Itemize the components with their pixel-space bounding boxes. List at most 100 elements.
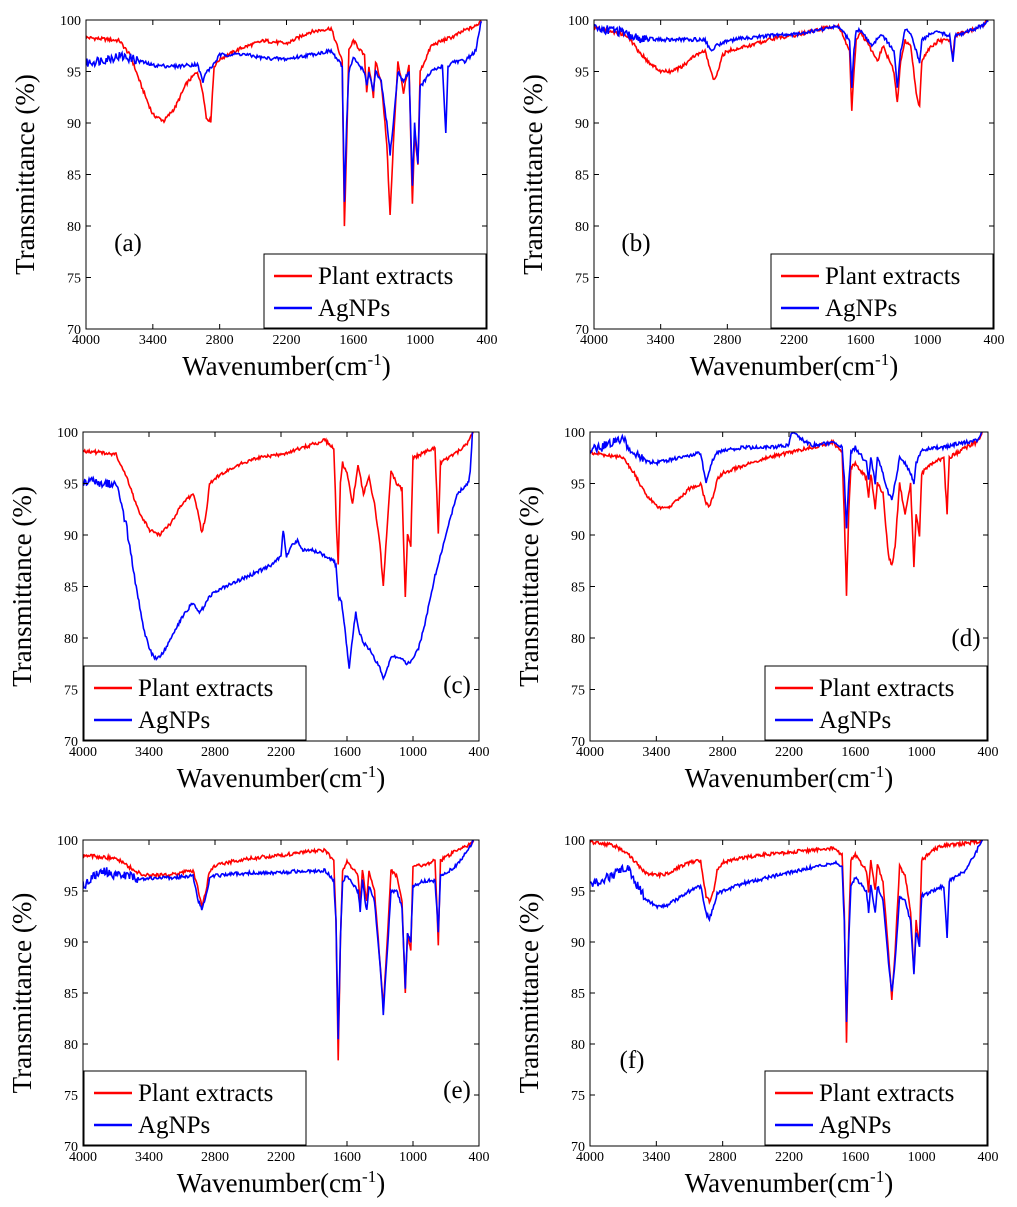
x-tick-label: 2200 — [780, 333, 808, 348]
y-tick-label: 80 — [571, 1038, 585, 1053]
x-axis-label: Wavenumber(cm-1) — [685, 762, 893, 793]
x-tick-label: 4000 — [580, 333, 608, 348]
y-axis-label: Transmittance (%) — [10, 74, 40, 275]
panel-c: 4000 3400 2800 2200 1600 1000 400 70 75 80 85 90 95 1… — [7, 426, 490, 793]
y-tick-label: 100 — [564, 834, 585, 849]
y-tick-label: 90 — [571, 529, 585, 544]
y-tick-label: 80 — [67, 220, 81, 235]
y-tick-label: 80 — [64, 632, 78, 647]
x-tick-label: 2800 — [206, 333, 234, 348]
series-line-agnps — [590, 840, 984, 1023]
y-tick-label: 85 — [575, 169, 589, 184]
y-tick-label: 70 — [571, 735, 585, 750]
x-tick-label: 2800 — [709, 745, 737, 760]
x-tick-label: 400 — [978, 1150, 999, 1165]
y-tick-label: 80 — [575, 220, 589, 235]
y-tick-label: 100 — [564, 426, 585, 441]
legend-label-plant-extracts: Plant extracts — [825, 263, 960, 290]
x-tick-label: 2200 — [775, 745, 803, 760]
y-tick-label: 90 — [64, 529, 78, 544]
x-tick-label: 1600 — [339, 333, 367, 348]
y-tick-label: 95 — [571, 478, 585, 493]
y-tick-label: 75 — [67, 272, 81, 287]
series-line-agnps — [594, 20, 989, 88]
y-tick-label: 80 — [571, 632, 585, 647]
y-tick-label: 95 — [64, 885, 78, 900]
y-tick-label: 85 — [571, 581, 585, 596]
y-tick-label: 70 — [64, 1140, 78, 1155]
y-axis-label: Transmittance (%) — [7, 893, 37, 1094]
panel-b: 4000 3400 2800 2200 1600 1000 400 70 75 80 85 90 95 1… — [518, 14, 1005, 381]
series-line-plant-extracts — [83, 432, 474, 598]
y-tick-label: 85 — [571, 987, 585, 1002]
legend-label-agnps: AgNPs — [138, 707, 210, 734]
panel-label: (d) — [951, 625, 980, 652]
x-tick-label: 1000 — [908, 1150, 936, 1165]
y-tick-label: 95 — [64, 478, 78, 493]
y-axis-label: Transmittance (%) — [518, 74, 548, 275]
y-tick-label: 100 — [57, 426, 78, 441]
legend: Plant extracts AgNPs — [770, 253, 994, 329]
legend-label-agnps: AgNPs — [819, 707, 891, 734]
x-tick-label: 4000 — [69, 745, 97, 760]
legend: Plant extracts AgNPs — [764, 1070, 988, 1146]
legend-label-plant-extracts: Plant extracts — [819, 1080, 954, 1107]
x-tick-label: 1000 — [908, 745, 936, 760]
y-tick-label: 75 — [64, 684, 78, 699]
plot-area — [594, 20, 989, 111]
x-axis-label: Wavenumber(cm-1) — [690, 350, 898, 381]
series-line-plant-extracts — [590, 432, 983, 596]
legend-box — [764, 1070, 988, 1146]
x-tick-label: 400 — [978, 745, 999, 760]
y-tick-label: 95 — [67, 66, 81, 81]
legend: Plant extracts AgNPs — [83, 665, 307, 741]
panel-label: (a) — [114, 230, 142, 257]
y-tick-label: 95 — [575, 66, 589, 81]
series-line-agnps — [86, 21, 483, 202]
x-tick-label: 1000 — [406, 333, 434, 348]
panel-d: 4000 3400 2800 2200 1600 1000 400 70 75 80 85 90 95 1… — [514, 426, 999, 793]
x-tick-label: 400 — [469, 745, 490, 760]
series-line-agnps — [83, 840, 475, 1040]
y-tick-label: 75 — [571, 1089, 585, 1104]
legend-label-plant-extracts: Plant extracts — [138, 675, 273, 702]
y-tick-label: 90 — [575, 117, 589, 132]
y-tick-label: 75 — [575, 272, 589, 287]
x-tick-label: 3400 — [135, 745, 163, 760]
x-tick-label: 2800 — [713, 333, 741, 348]
series-line-agnps — [590, 432, 984, 529]
y-tick-label: 70 — [575, 323, 589, 338]
x-tick-label: 1600 — [841, 745, 869, 760]
panel-label: (f) — [620, 1047, 645, 1074]
y-tick-label: 80 — [64, 1038, 78, 1053]
y-tick-label: 90 — [571, 936, 585, 951]
y-tick-label: 75 — [571, 684, 585, 699]
x-tick-label: 2800 — [201, 745, 229, 760]
legend-box — [83, 1070, 307, 1146]
x-tick-label: 1000 — [399, 1150, 427, 1165]
y-tick-label: 100 — [57, 834, 78, 849]
x-tick-label: 4000 — [72, 333, 100, 348]
x-tick-label: 1000 — [913, 333, 941, 348]
y-tick-label: 70 — [67, 323, 81, 338]
series-line-plant-extracts — [83, 840, 475, 1061]
panel-a: 4000 3400 2800 2200 1600 1000 400 70 75 80 85 90 95 1… — [10, 14, 498, 381]
legend-box — [83, 665, 307, 741]
x-tick-label: 2800 — [709, 1150, 737, 1165]
y-tick-label: 85 — [64, 987, 78, 1002]
legend: Plant extracts AgNPs — [263, 253, 487, 329]
y-tick-label: 70 — [64, 735, 78, 750]
series-line-plant-extracts — [86, 20, 482, 227]
x-tick-label: 400 — [984, 333, 1005, 348]
y-axis-label: Transmittance (%) — [514, 486, 544, 687]
x-tick-label: 2200 — [267, 745, 295, 760]
x-tick-label: 2200 — [775, 1150, 803, 1165]
y-tick-label: 90 — [64, 936, 78, 951]
series-line-plant-extracts — [590, 840, 984, 1043]
y-axis-label: Transmittance (%) — [7, 486, 37, 687]
plot-area — [83, 840, 475, 1061]
panel-label: (c) — [443, 672, 471, 699]
y-tick-label: 90 — [67, 117, 81, 132]
panel-f: 4000 3400 2800 2200 1600 1000 400 70 75 80 85 90 95 1… — [514, 834, 999, 1198]
